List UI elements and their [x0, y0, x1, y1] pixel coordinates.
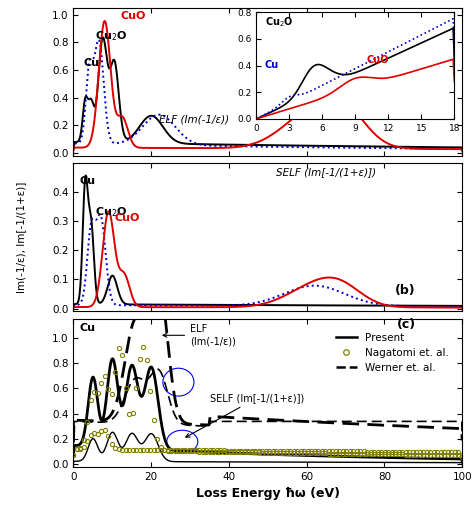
Text: Cu$_2$O: Cu$_2$O: [95, 205, 127, 219]
Text: (a): (a): [395, 19, 416, 32]
Text: CuO: CuO: [120, 11, 146, 21]
Text: SELF (Im[-1/(1+ε)]): SELF (Im[-1/(1+ε)]): [275, 167, 376, 177]
X-axis label: Loss Energy ħω (eV): Loss Energy ħω (eV): [196, 488, 340, 501]
Text: Cu$_2$O: Cu$_2$O: [95, 29, 127, 43]
Legend: Present, Nagatomi et. al., Werner et. al.: Present, Nagatomi et. al., Werner et. al…: [332, 329, 453, 377]
Text: (b): (b): [395, 284, 416, 297]
Text: Im(-1/ε), Im[-1/(1+ε)]: Im(-1/ε), Im[-1/(1+ε)]: [17, 182, 27, 293]
Text: SELF (Im[-1/(1+ε)]): SELF (Im[-1/(1+ε)]): [186, 393, 304, 437]
Text: Cu: Cu: [79, 324, 95, 333]
Text: (c): (c): [396, 318, 416, 331]
Text: ELF (Im(-1/ε)): ELF (Im(-1/ε)): [159, 115, 229, 125]
Text: Cu: Cu: [83, 58, 99, 68]
Text: CuO: CuO: [114, 214, 140, 223]
Text: ELF
(Im(-1/ε)): ELF (Im(-1/ε)): [163, 325, 236, 346]
Text: Cu: Cu: [79, 175, 95, 186]
